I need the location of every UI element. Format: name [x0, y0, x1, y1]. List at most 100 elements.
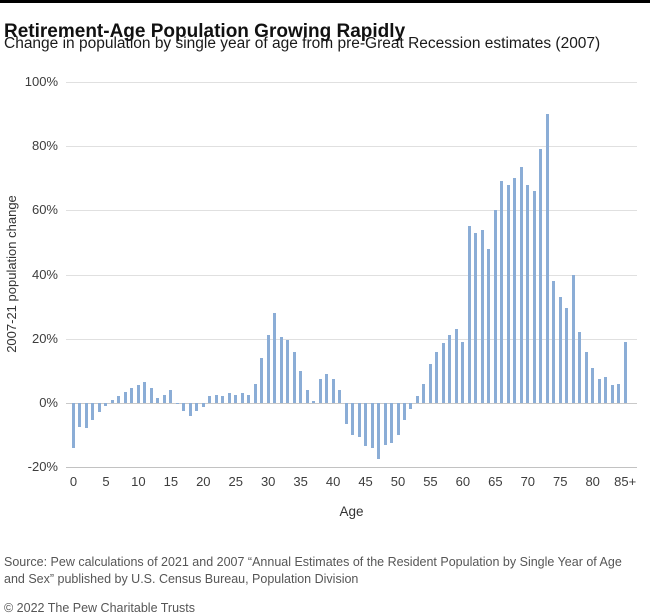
- bar-age-40: [331, 378, 335, 403]
- bar-age-53: [415, 396, 419, 403]
- bar-age-13: [156, 398, 160, 403]
- bar-age-82: [604, 377, 608, 403]
- bar-age-68: [513, 178, 517, 403]
- bar-age-58: [448, 335, 452, 403]
- bar-age-47: [377, 402, 381, 459]
- bar-age-14: [162, 394, 166, 403]
- bar-age-76: [565, 308, 569, 403]
- gridline-100: [66, 82, 637, 83]
- bar-age-63: [480, 229, 484, 403]
- bar-age-79: [584, 351, 588, 403]
- plot-area: [66, 82, 637, 468]
- x-tick-label-85+: 85+: [614, 474, 637, 489]
- bar-age-50: [396, 402, 400, 435]
- y-tick-label: 80%: [31, 138, 58, 154]
- gridline-40: [66, 274, 637, 276]
- bar-age-57: [441, 343, 445, 403]
- bar-age-5: [104, 402, 108, 407]
- gridline-20: [66, 338, 637, 340]
- bar-age-78: [578, 332, 582, 403]
- bar-age-60: [461, 341, 465, 403]
- bar-age-0: [72, 402, 75, 448]
- bar-age-42: [344, 402, 348, 424]
- bar-age-17: [182, 402, 186, 411]
- x-tick-label-0: 0: [69, 474, 78, 489]
- bar-age-51: [402, 402, 406, 421]
- bar-age-24: [227, 393, 231, 403]
- y-tick-label: 0%: [39, 394, 58, 410]
- bar-age-38: [318, 378, 322, 403]
- bar-age-6: [110, 399, 114, 403]
- bar-age-48: [383, 402, 387, 445]
- bar-age-28: [253, 384, 257, 403]
- bar-age-1: [78, 402, 82, 427]
- x-tick-label-60: 60: [455, 474, 471, 489]
- x-tick-label-55: 55: [423, 474, 438, 489]
- x-tick-label-40: 40: [325, 474, 341, 489]
- bar-age-80: [591, 367, 595, 403]
- bar-age-27: [247, 394, 251, 403]
- bar-age-34: [292, 351, 296, 403]
- x-tick-label-75: 75: [553, 474, 568, 489]
- bar-age-77: [571, 274, 575, 403]
- bar-age-54: [422, 383, 426, 403]
- y-tick-label: 20%: [31, 330, 58, 346]
- bar-age-23: [221, 396, 225, 403]
- y-tick-label: 60%: [31, 202, 58, 218]
- y-tick-label: 100%: [24, 74, 58, 89]
- bar-age-71: [532, 191, 536, 403]
- bar-age-25: [234, 394, 238, 403]
- bar-age-65: [493, 210, 497, 403]
- bar-age-43: [351, 402, 355, 435]
- bar-age-66: [500, 181, 504, 403]
- bar-age-19: [195, 402, 199, 411]
- bar-age-62: [474, 232, 478, 403]
- bar-age-85+: [623, 341, 627, 403]
- bar-age-3: [91, 402, 95, 421]
- bar-age-84: [617, 383, 621, 403]
- gridline-60: [66, 210, 637, 212]
- bar-age-20: [201, 402, 205, 407]
- bar-age-61: [467, 226, 471, 403]
- x-tick-label-25: 25: [228, 474, 243, 489]
- x-axis-title: Age: [339, 504, 364, 519]
- bar-age-2: [84, 402, 88, 429]
- x-tick-label-5: 5: [102, 474, 110, 489]
- bar-age-64: [487, 248, 491, 403]
- bar-age-44: [357, 402, 361, 437]
- x-tick-label-50: 50: [390, 474, 406, 489]
- bar-age-83: [610, 385, 614, 403]
- chart-title: Retirement-Age Population Growing Rapidl…: [4, 20, 406, 42]
- bar-age-70: [526, 184, 530, 403]
- bar-age-81: [597, 378, 601, 403]
- bar-age-12: [149, 388, 153, 403]
- bar-age-7: [117, 396, 121, 403]
- bar-age-29: [260, 357, 264, 403]
- bar-age-11: [143, 381, 147, 403]
- x-tick-label-30: 30: [260, 474, 276, 489]
- bar-age-67: [506, 184, 510, 403]
- bar-age-32: [279, 337, 283, 403]
- bar-age-39: [325, 373, 329, 403]
- bar-age-16: [175, 402, 179, 405]
- bar-age-75: [558, 296, 562, 403]
- source-note: Source: Pew calculations of 2021 and 200…: [4, 554, 622, 586]
- bar-age-8: [123, 391, 127, 403]
- bar-chart: 2007-21 population change Age 100% 80% 60%…: [0, 70, 650, 530]
- bar-age-49: [390, 402, 393, 443]
- bar-age-74: [552, 280, 556, 403]
- bar-age-52: [409, 402, 413, 410]
- bar-age-36: [305, 390, 309, 403]
- bar-age-30: [266, 335, 270, 403]
- gridline-80: [66, 146, 637, 148]
- bar-age-9: [130, 388, 134, 403]
- x-tick-label-65: 65: [488, 474, 503, 489]
- chart-subtitle: Change in population by single year of a…: [4, 35, 601, 52]
- bar-age-15: [169, 390, 173, 403]
- top-border-rule: [0, 0, 650, 3]
- y-tick-label: -20%: [27, 459, 58, 474]
- bar-age-72: [539, 149, 543, 403]
- bar-age-26: [240, 393, 244, 403]
- gridline--20: [66, 467, 637, 468]
- x-tick-label-70: 70: [520, 474, 536, 489]
